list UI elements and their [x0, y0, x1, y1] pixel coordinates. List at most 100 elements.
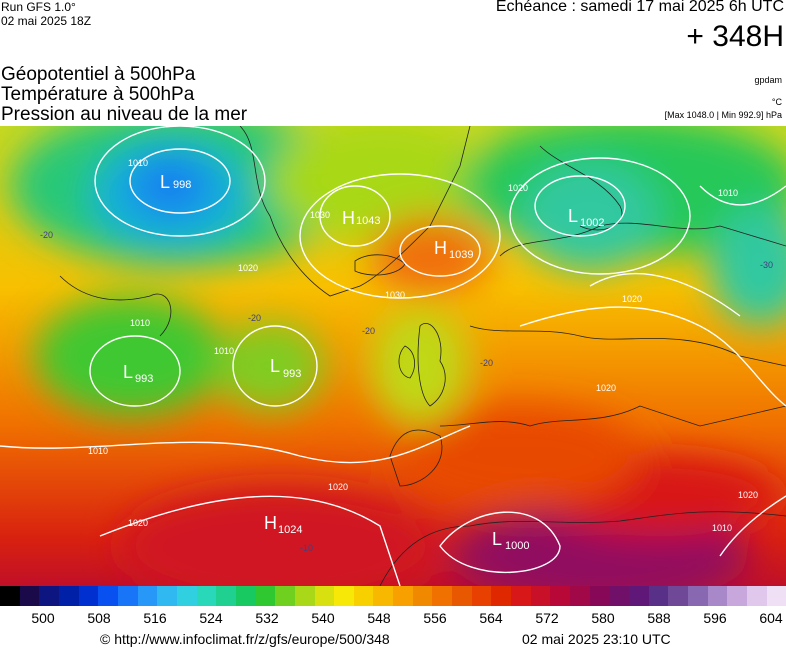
svg-text:998: 998	[173, 179, 191, 191]
scale-swatch	[196, 586, 217, 606]
scale-swatch	[609, 586, 629, 606]
isobar-label: 1020	[328, 482, 348, 492]
scale-swatch	[393, 586, 413, 606]
scale-tick-label: 524	[199, 610, 223, 626]
svg-text:H: H	[342, 208, 355, 228]
isobar-label: 1010	[718, 188, 738, 198]
high-center: H 1043	[342, 208, 380, 228]
svg-text:H: H	[434, 238, 447, 258]
scale-tick-label: 556	[423, 610, 447, 626]
scale-swatch	[668, 586, 688, 606]
generation-timestamp: 02 mai 2025 23:10 UTC	[522, 631, 671, 647]
scale-swatch	[707, 586, 728, 606]
scale-swatch	[353, 586, 374, 606]
scale-swatch	[452, 586, 472, 606]
scale-swatch	[98, 586, 118, 606]
scale-swatch	[176, 586, 197, 606]
scale-swatch	[491, 586, 512, 606]
scale-swatch	[19, 586, 40, 606]
scale-swatch	[511, 586, 531, 606]
scale-swatch	[550, 586, 571, 606]
scale-swatch	[727, 586, 747, 606]
isobar-label: 1010	[130, 318, 150, 328]
scale-swatch	[39, 586, 59, 606]
scale-swatch	[412, 586, 433, 606]
scale-swatch	[589, 586, 610, 606]
isobar-label: 1010	[712, 523, 732, 533]
svg-text:1002: 1002	[580, 217, 604, 229]
svg-text:1024: 1024	[278, 524, 302, 536]
unit-gpdam: gpdam	[754, 75, 782, 85]
isotherm-label: -20	[362, 326, 375, 336]
svg-text:993: 993	[283, 368, 301, 380]
scale-tick-label: 604	[759, 610, 783, 626]
scale-tick-label: 588	[647, 610, 671, 626]
low-center: L 993	[123, 362, 153, 385]
svg-text:1000: 1000	[505, 540, 529, 552]
low-center: L 998	[160, 172, 191, 192]
scale-tick-label: 508	[87, 610, 111, 626]
scale-swatch	[255, 586, 276, 606]
isobar-label: 1030	[310, 210, 330, 220]
isobars	[0, 126, 786, 586]
source-url[interactable]: © http://www.infoclimat.fr/z/gfs/europe/…	[100, 631, 390, 647]
unit-celsius: °C	[771, 97, 782, 107]
high-center: H 1039	[434, 238, 473, 261]
svg-text:L: L	[492, 529, 502, 549]
low-center: L 1000	[492, 529, 529, 552]
svg-text:L: L	[568, 206, 578, 226]
scale-swatch	[687, 586, 708, 606]
scale-swatch	[314, 586, 335, 606]
isobar-label: 1010	[214, 346, 234, 356]
isotherm-label: -20	[248, 313, 261, 323]
scale-swatch	[216, 586, 236, 606]
svg-text:L: L	[123, 362, 133, 382]
scale-swatch	[373, 586, 394, 606]
scale-swatch	[629, 586, 649, 606]
svg-text:L: L	[160, 172, 170, 192]
scale-tick-label: 500	[31, 610, 55, 626]
title-geopotential: Géopotentiel à 500hPa	[1, 64, 196, 85]
svg-text:1043: 1043	[356, 215, 380, 227]
scale-swatch	[530, 586, 551, 606]
scale-tick-label: 596	[703, 610, 727, 626]
svg-text:1039: 1039	[449, 249, 473, 261]
title-temperature: Température à 500hPa	[1, 84, 195, 105]
isotherm-labels: -20 -20 -20 -20 -30 -10	[40, 230, 773, 553]
scale-tick-label: 532	[255, 610, 279, 626]
isotherm-label: -10	[300, 543, 313, 553]
scale-swatch	[471, 586, 492, 606]
isobar-label: 1020	[738, 490, 758, 500]
scale-swatch	[0, 586, 20, 606]
isotherm-label: -20	[480, 358, 493, 368]
scale-tick-label: 572	[535, 610, 559, 626]
forecast-time: Echéance : samedi 17 mai 2025 6h UTC	[495, 0, 784, 15]
title-pressure: Pression au niveau de la mer	[1, 104, 248, 125]
forecast-horizon: + 348H	[686, 20, 784, 53]
scale-swatch	[58, 586, 79, 606]
weather-map-svg: L 998 H 1043 H 1039 L 1002 L 993 L 993 H 1024 L…	[0, 126, 786, 586]
scale-tick-label: 548	[367, 610, 391, 626]
isotherm-label: -30	[760, 260, 773, 270]
isotherm-label: -20	[40, 230, 53, 240]
weather-map: L 998 H 1043 H 1039 L 1002 L 993 L 993 H 1024 L…	[0, 126, 786, 586]
low-center: L 993	[270, 356, 301, 380]
svg-text:L: L	[270, 356, 280, 376]
scale-swatch	[766, 586, 786, 606]
scale-swatch	[137, 586, 158, 606]
scale-swatch	[275, 586, 295, 606]
scale-swatch	[235, 586, 256, 606]
isobar-label: 1020	[622, 294, 642, 304]
scale-tick-label: 580	[591, 610, 615, 626]
scale-swatch	[157, 586, 177, 606]
pressure-centers: L 998 H 1043 H 1039 L 1002 L 993 L 993 H 1024 L…	[123, 172, 604, 552]
scale-tick-label: 564	[479, 610, 503, 626]
scale-swatch	[78, 586, 99, 606]
low-center: L 1002	[568, 206, 604, 229]
scale-swatch	[117, 586, 138, 606]
high-center: H 1024	[264, 513, 302, 536]
scale-swatch	[334, 586, 354, 606]
isobar-labels: 1010 1010 1010 1010 1010 1020 1020 1020 …	[88, 158, 758, 533]
scale-tick-label: 540	[311, 610, 335, 626]
scale-swatch	[294, 586, 315, 606]
